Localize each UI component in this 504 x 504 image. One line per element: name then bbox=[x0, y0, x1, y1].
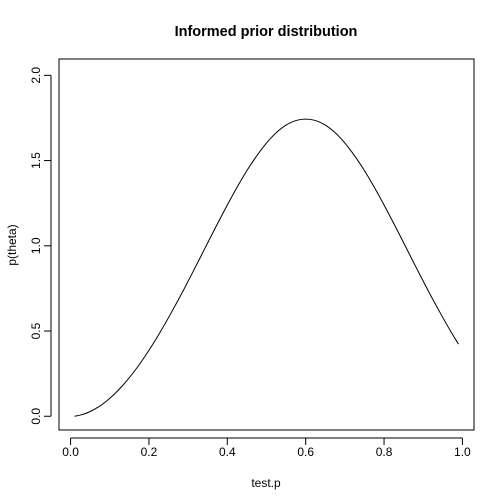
y-tick-label: 1.0 bbox=[29, 237, 43, 254]
x-tick-label: 0.4 bbox=[219, 445, 236, 459]
y-tick-label: 0.5 bbox=[29, 322, 43, 339]
series-line bbox=[74, 118, 459, 417]
y-tick-label: 0.0 bbox=[29, 408, 43, 425]
x-axis-label: test.p bbox=[251, 476, 281, 490]
series-group bbox=[74, 118, 459, 417]
y-axis: 0.0 0.5 1.0 1.5 2.0 bbox=[29, 67, 52, 425]
y-axis-label: p(theta) bbox=[5, 224, 19, 265]
x-tick-label: 0.2 bbox=[141, 445, 158, 459]
plot-frame bbox=[58, 58, 475, 431]
x-axis: 0.0 0.2 0.4 0.6 0.8 1.0 bbox=[62, 437, 471, 459]
chart-title: Informed prior distribution bbox=[175, 24, 358, 40]
x-tick-label: 1.0 bbox=[454, 445, 471, 459]
x-tick-label: 0.8 bbox=[376, 445, 393, 459]
x-tick-label: 0.6 bbox=[297, 445, 314, 459]
y-tick-label: 1.5 bbox=[29, 152, 43, 169]
x-tick-label: 0.0 bbox=[62, 445, 79, 459]
y-tick-label: 2.0 bbox=[29, 67, 43, 84]
